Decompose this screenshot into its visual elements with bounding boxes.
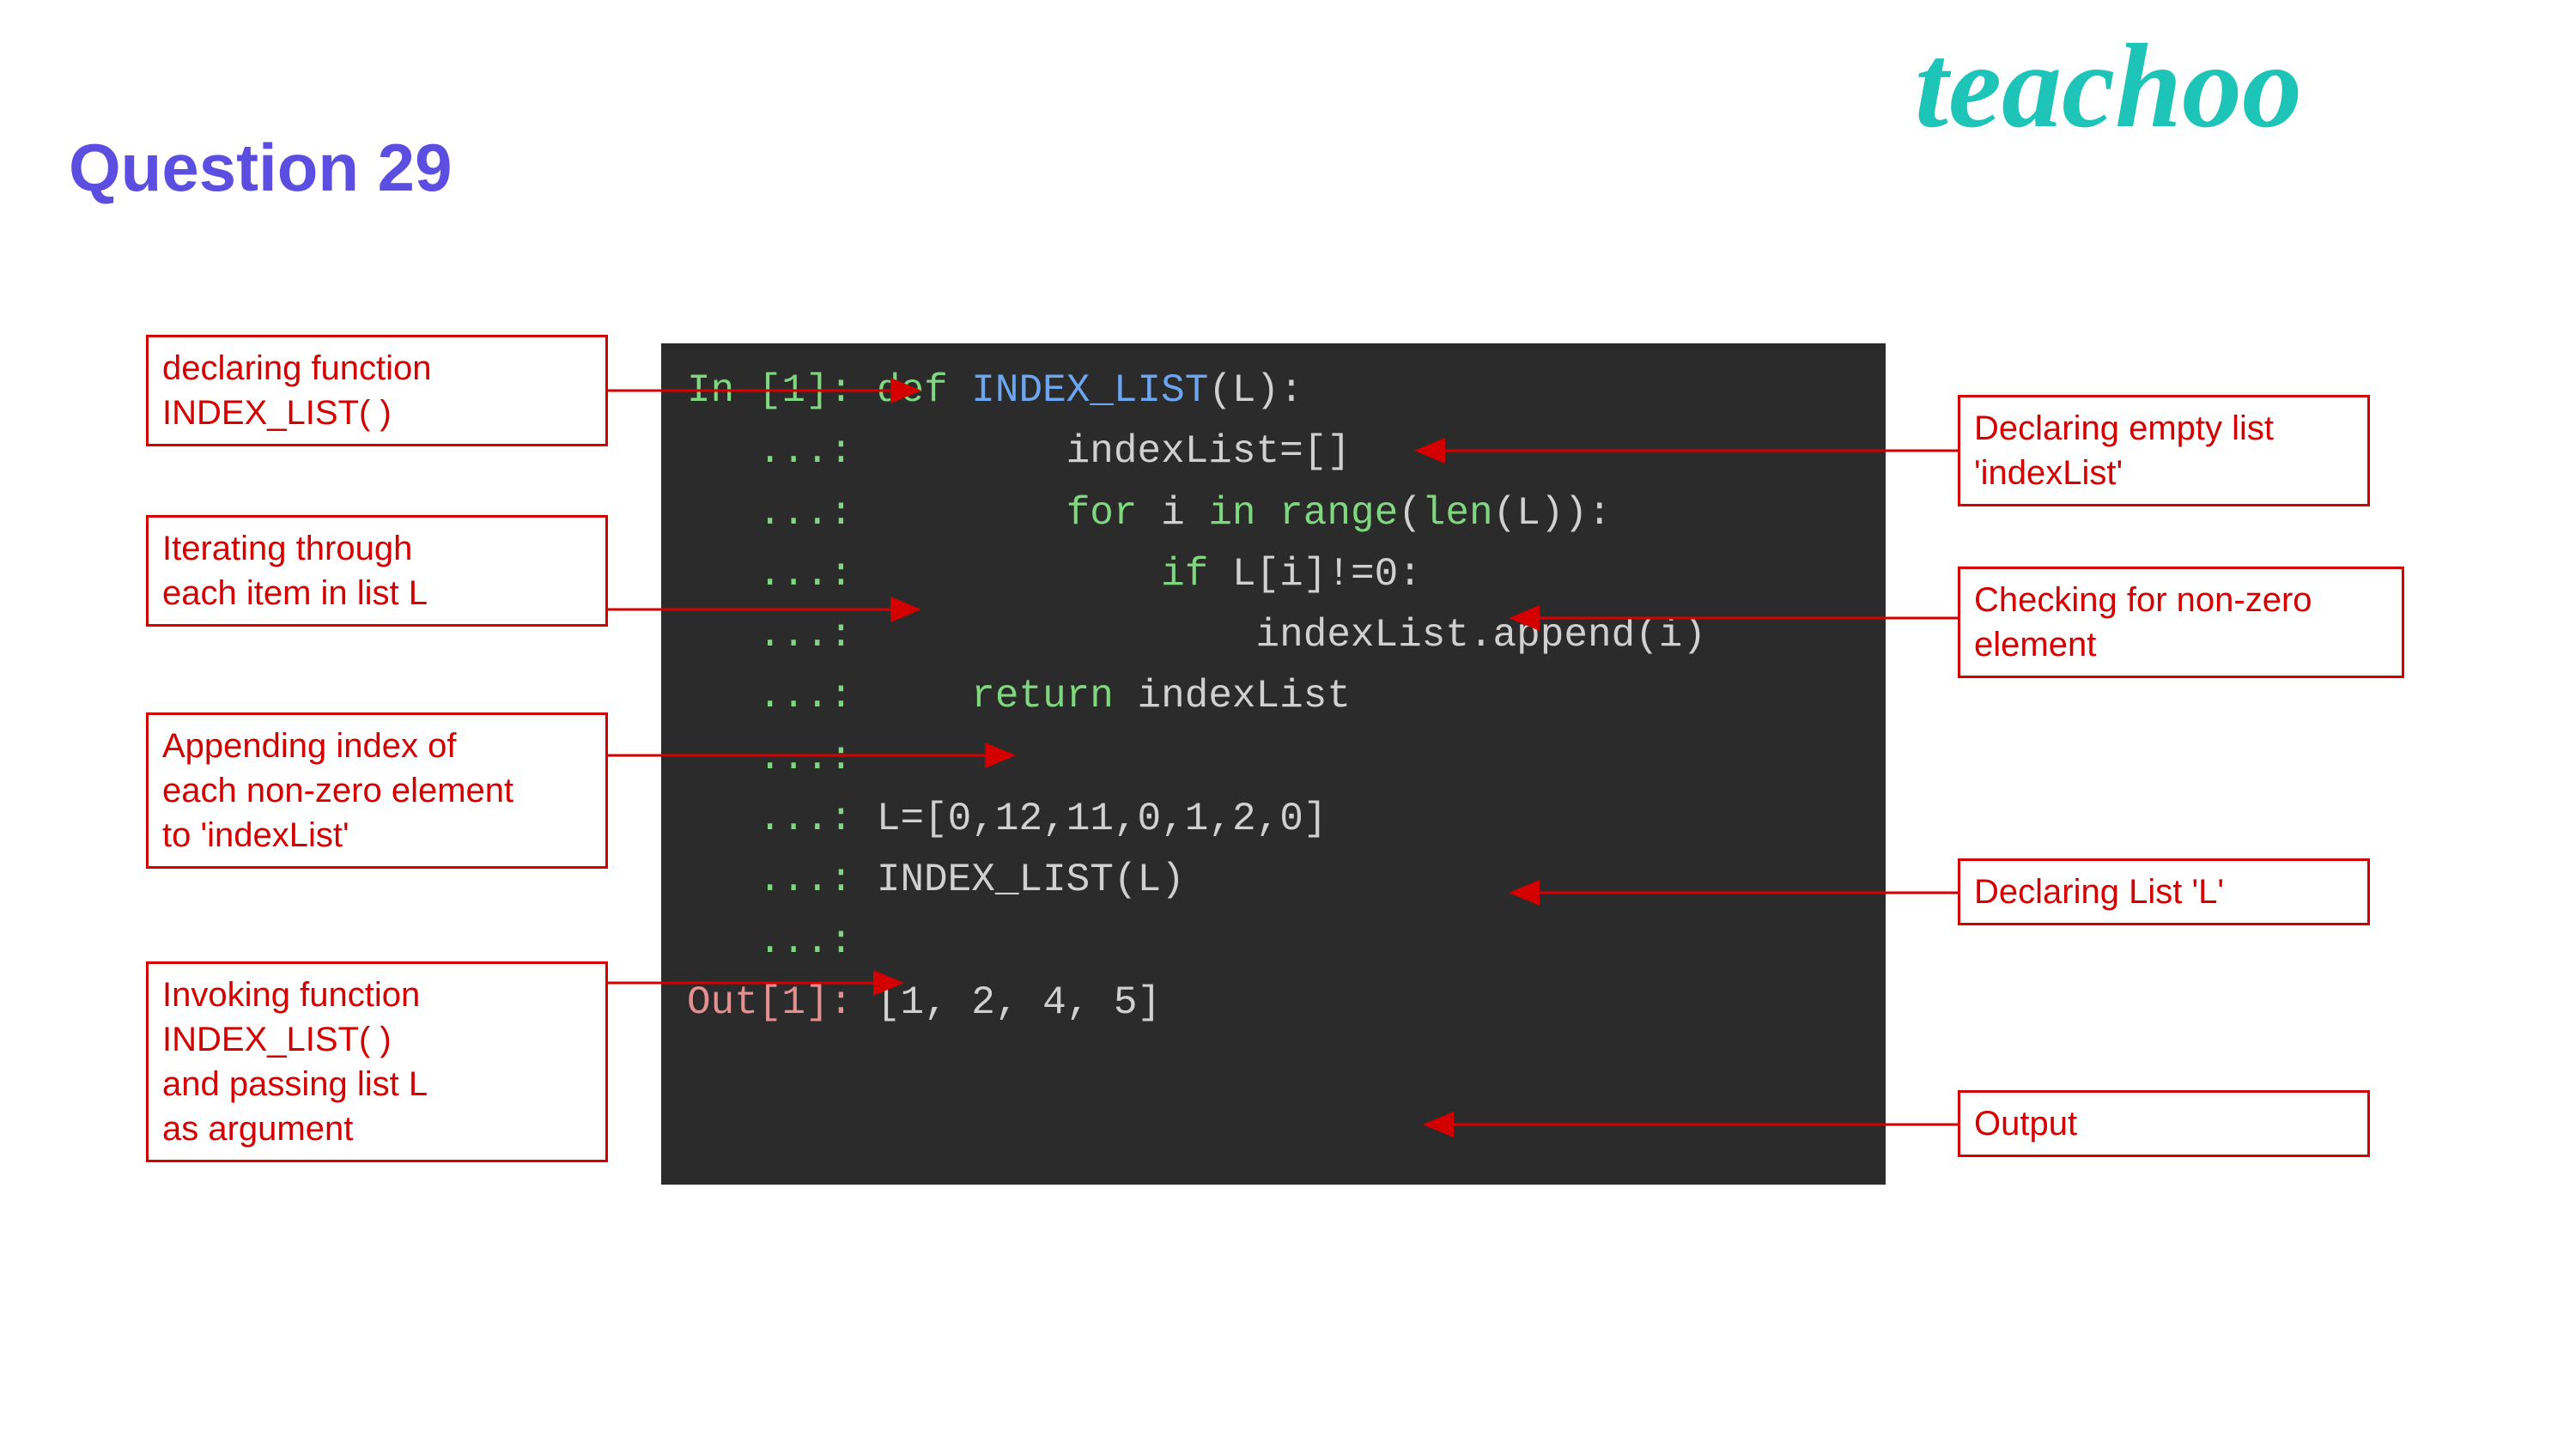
ann-invoke: Invoking functionINDEX_LIST( )and passin… xyxy=(146,961,608,1162)
ann-output: Output xyxy=(1958,1090,2370,1157)
code-line: ...: indexList.append(i) xyxy=(687,605,1886,666)
code-screenshot: In [1]: def INDEX_LIST(L): ...: indexLis… xyxy=(661,343,1886,1185)
code-line: Out[1]: [1, 2, 4, 5] xyxy=(687,973,1886,1034)
code-line: In [1]: def INDEX_LIST(L): xyxy=(687,361,1886,421)
ann-declare-fn: declaring functionINDEX_LIST( ) xyxy=(146,335,608,446)
ann-nonzero: Checking for non-zeroelement xyxy=(1958,567,2404,678)
ann-iterate: Iterating througheach item in list L xyxy=(146,515,608,627)
code-line: ...: indexList=[] xyxy=(687,421,1886,482)
code-line: ...: L=[0,12,11,0,1,2,0] xyxy=(687,789,1886,850)
code-line: ...: INDEX_LIST(L) xyxy=(687,850,1886,911)
ann-empty-list: Declaring empty list'indexList' xyxy=(1958,395,2370,506)
code-line: ...: xyxy=(687,728,1886,789)
brand-logo: teachoo xyxy=(1915,17,2302,155)
code-line: ...: return indexList xyxy=(687,666,1886,727)
code-line: ...: for i in range(len(L)): xyxy=(687,483,1886,544)
ann-declare-l: Declaring List 'L' xyxy=(1958,858,2370,925)
question-title: Question 29 xyxy=(69,129,452,207)
ann-append: Appending index ofeach non-zero elementt… xyxy=(146,712,608,869)
code-line: ...: xyxy=(687,912,1886,973)
code-line: ...: if L[i]!=0: xyxy=(687,544,1886,605)
